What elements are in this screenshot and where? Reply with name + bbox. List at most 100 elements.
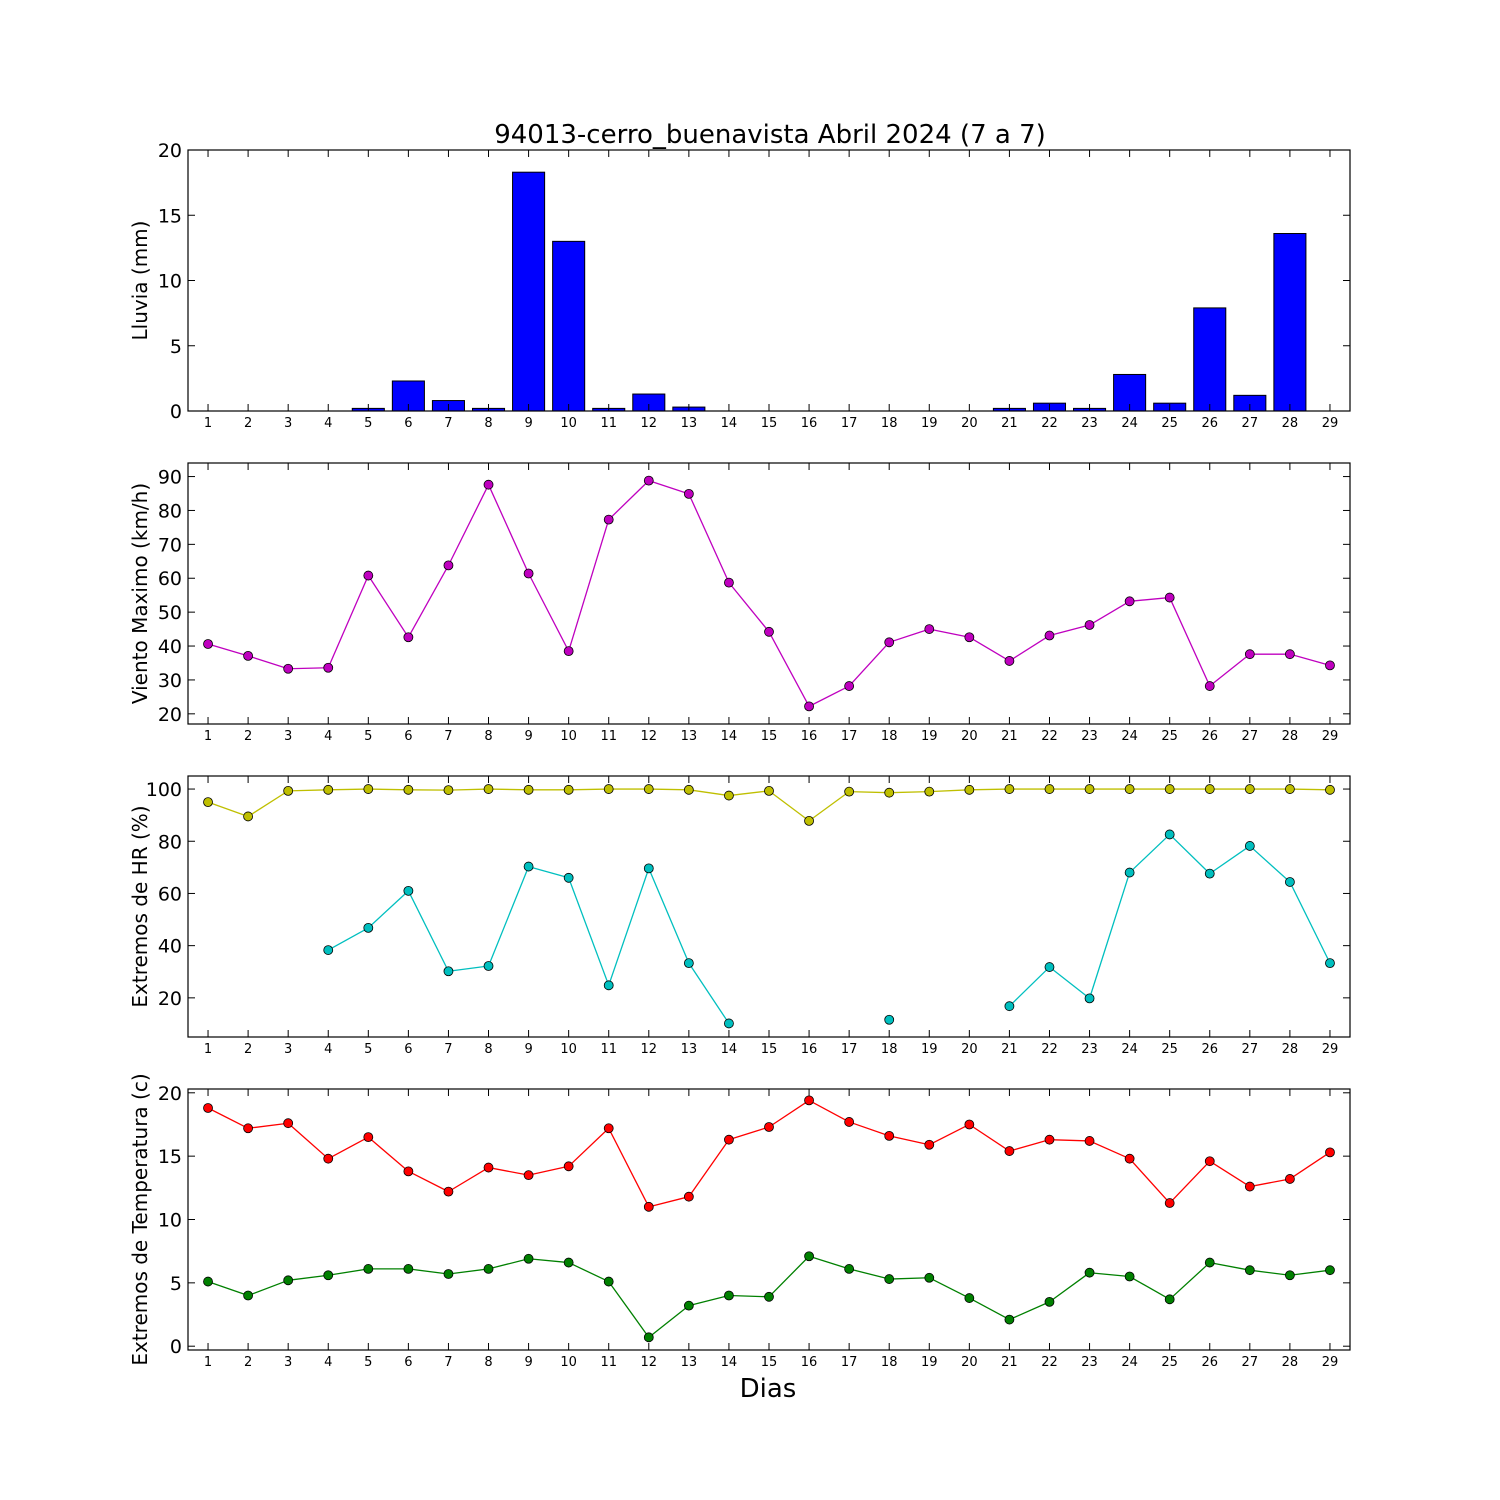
series-2-segment bbox=[608, 868, 650, 986]
series-1-point-day-28 bbox=[1285, 1174, 1295, 1184]
series-1-point-day-5 bbox=[363, 1132, 374, 1143]
series-2-segment bbox=[1249, 1269, 1290, 1276]
series-2-point-day-5 bbox=[363, 923, 374, 933]
series-1-point-day-1 bbox=[203, 639, 213, 649]
x-tick-label: 25 bbox=[1161, 1355, 1178, 1370]
series-2-segment bbox=[448, 1268, 489, 1275]
series-1-point-day-17 bbox=[844, 681, 855, 691]
y-tick-label: 0 bbox=[170, 401, 182, 423]
series-1-point-day-15 bbox=[764, 626, 774, 637]
x-tick-label: 19 bbox=[921, 416, 938, 431]
series-1-point-day-5 bbox=[363, 784, 374, 794]
y-tick-label: 50 bbox=[158, 602, 182, 624]
series-2-point-day-18 bbox=[884, 1014, 895, 1025]
series-2-point-day-27 bbox=[1244, 1265, 1255, 1276]
series-1-segment bbox=[889, 1135, 930, 1146]
series-2-point-day-8 bbox=[483, 1264, 494, 1274]
series-2-segment bbox=[648, 1305, 690, 1338]
series-1-segment bbox=[568, 788, 609, 791]
series-1-segment bbox=[327, 1136, 369, 1160]
series-1-point-day-21 bbox=[1004, 1146, 1015, 1156]
x-tick-label: 10 bbox=[560, 416, 577, 431]
series-1-segment bbox=[1289, 788, 1330, 791]
series-1-segment bbox=[488, 1166, 529, 1176]
y-tick-label: 30 bbox=[158, 670, 182, 692]
series-1-segment bbox=[1169, 597, 1211, 687]
series-2-segment bbox=[328, 1268, 369, 1276]
series-1-point-day-16 bbox=[804, 701, 814, 712]
x-tick-label: 16 bbox=[801, 1355, 818, 1370]
series-1-point-day-13 bbox=[683, 488, 694, 499]
series-1-point-day-20 bbox=[964, 1119, 975, 1130]
x-tick-label: 11 bbox=[600, 416, 617, 431]
x-tick-label: 19 bbox=[921, 729, 938, 744]
series-1-segment bbox=[568, 1127, 610, 1167]
x-tick-label: 25 bbox=[1161, 416, 1178, 431]
series-1-segment bbox=[1049, 624, 1090, 637]
y-tick-label: 40 bbox=[158, 936, 182, 958]
series-1-segment bbox=[1009, 1139, 1050, 1152]
series-2-point-day-28 bbox=[1285, 1270, 1295, 1281]
x-tick-label: 26 bbox=[1201, 729, 1218, 744]
series-2-segment bbox=[1009, 1301, 1050, 1321]
series-1-point-day-15 bbox=[764, 1122, 774, 1132]
series-1-segment bbox=[608, 1127, 650, 1208]
y-tick-label: 15 bbox=[158, 1146, 182, 1168]
series-2-segment bbox=[848, 1268, 890, 1280]
panel-1: 1 2 3 4 5 6 7 8 9 10 11 12 13 14 15 16 17 18 19 20 21 22 23 24 2… bbox=[128, 140, 1351, 431]
series-1-point-day-4 bbox=[323, 1153, 334, 1164]
panel-3: 1 2 3 4 5 6 7 8 9 10 11 12 13 14 15 16 17 18 19 20 21 22 23 24 2… bbox=[128, 775, 1351, 1057]
y-tick-label: 10 bbox=[158, 1210, 182, 1232]
series-1-point-day-24 bbox=[1124, 784, 1135, 794]
series-2-segment bbox=[1129, 833, 1171, 874]
series-2-segment bbox=[1209, 1261, 1250, 1271]
x-tick-label: 7 bbox=[444, 416, 452, 431]
x-tick-label: 3 bbox=[284, 1355, 292, 1370]
series-1-point-day-28 bbox=[1285, 784, 1295, 794]
x-tick-label: 18 bbox=[881, 416, 898, 431]
x-tick-label: 20 bbox=[961, 729, 978, 744]
series-2-point-day-12 bbox=[643, 863, 654, 874]
series-1-point-day-11 bbox=[603, 1123, 614, 1134]
series-1-point-day-6 bbox=[403, 784, 414, 795]
series-1-point-day-3 bbox=[283, 785, 294, 796]
x-tick-label: 19 bbox=[921, 1355, 938, 1370]
series-2-segment bbox=[1089, 1272, 1130, 1278]
x-tick-label: 2 bbox=[244, 416, 252, 431]
series-1-point-day-13 bbox=[683, 784, 694, 795]
series-1-segment bbox=[688, 493, 730, 583]
series-1-segment bbox=[1089, 600, 1130, 626]
series-2-segment bbox=[528, 865, 569, 879]
series-1-point-day-6 bbox=[403, 632, 414, 643]
x-tick-label: 1 bbox=[204, 1355, 212, 1370]
series-1-point-day-21 bbox=[1004, 656, 1015, 666]
y-tick-label: 5 bbox=[170, 1273, 182, 1295]
x-tick-label: 13 bbox=[681, 729, 698, 744]
x-tick-label: 1 bbox=[204, 416, 212, 431]
series-1-point-day-12 bbox=[643, 1201, 654, 1212]
y-tick-label: 20 bbox=[158, 1083, 182, 1105]
series-1-segment bbox=[247, 655, 289, 670]
series-1-segment bbox=[688, 1139, 730, 1198]
series-1-segment bbox=[728, 790, 770, 797]
series-1-segment bbox=[487, 484, 530, 574]
x-tick-label: 23 bbox=[1081, 1042, 1098, 1057]
x-tick-label: 17 bbox=[841, 1042, 858, 1057]
series-2-point-day-10 bbox=[563, 872, 574, 883]
series-1-segment bbox=[929, 789, 970, 793]
series-2-point-day-24 bbox=[1124, 867, 1135, 878]
series-1-point-day-2 bbox=[243, 1123, 254, 1134]
series-1-point-day-17 bbox=[844, 786, 855, 797]
series-1-point-day-24 bbox=[1124, 1153, 1135, 1164]
series-1-point-day-26 bbox=[1204, 681, 1215, 691]
series-1-segment bbox=[328, 788, 369, 791]
x-tick-label: 20 bbox=[961, 1355, 978, 1370]
series-2-segment bbox=[487, 866, 530, 967]
series-1-point-day-12 bbox=[643, 475, 654, 486]
y-tick-label: 5 bbox=[170, 336, 182, 358]
series-1-point-day-21 bbox=[1004, 784, 1015, 794]
series-1-segment bbox=[288, 667, 329, 670]
series-2-point-day-19 bbox=[924, 1272, 935, 1283]
series-1-point-day-7 bbox=[443, 785, 454, 795]
